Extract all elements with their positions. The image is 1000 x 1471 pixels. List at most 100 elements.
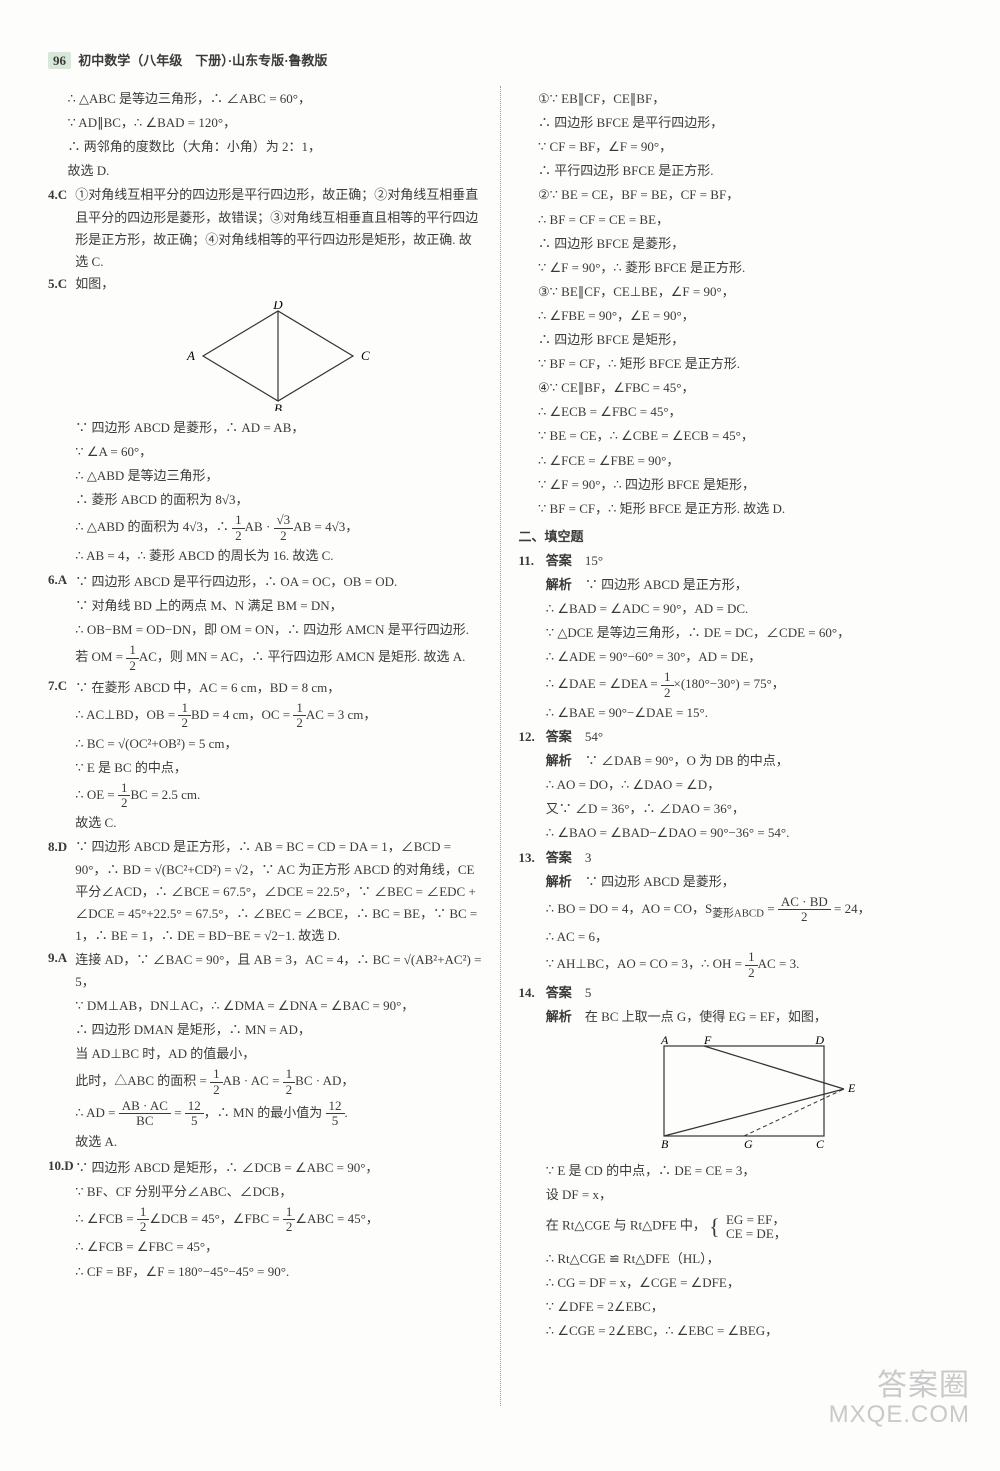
q-num: 12. [519, 726, 546, 846]
text: ∴ 四边形 BFCE 是矩形， [519, 329, 953, 351]
text: 设 DF = x， [546, 1184, 952, 1206]
svg-text:B: B [661, 1137, 669, 1151]
ans-label: 答案 [546, 553, 572, 568]
q13: 13. 答案 3 解析 ∵ 四边形 ABCD 是菱形， ∴ BO = DO = … [519, 847, 953, 982]
q8: 8.D ∵ 四边形 ABCD 是正方形，∴ AB = BC = CD = DA … [48, 836, 482, 946]
text: ∵ △DCE 是等边三角形，∴ DE = DC，∠CDE = 60°， [546, 622, 952, 644]
svg-text:C: C [816, 1137, 825, 1151]
text: ④∵ CE∥BF，∠FBC = 45°， [519, 377, 953, 399]
text: ∴ ∠ADE = 90°−60° = 30°，AD = DE， [546, 646, 952, 668]
exp-label: 解析 [546, 577, 572, 592]
q-body: 连接 AD，∵ ∠BAC = 90°，且 AB = 3，AC = 4，∴ BC … [75, 947, 481, 1155]
text: ∵ BF = CF，∴ 矩形 BFCE 是正方形. 故选 D. [519, 498, 953, 520]
text: ∵ ∠F = 90°，∴ 菱形 BFCE 是正方形. [519, 257, 953, 279]
text: ∴ 四边形 DMAN 是矩形，∴ MN = AD， [75, 1019, 481, 1041]
q11: 11. 答案 15° 解析 ∵ 四边形 ABCD 是正方形， ∴ ∠BAD = … [519, 550, 953, 726]
text: ∴ 平行四边形 BFCE 是正方形. [519, 160, 953, 182]
text: ∵ ∠F = 90°，∴ 四边形 BFCE 是矩形， [519, 474, 953, 496]
text: ∵ E 是 CD 的中点，∴ DE = CE = 3， [546, 1160, 952, 1182]
svg-text:D: D [814, 1034, 824, 1047]
text: ∵ 四边形 ABCD 是平行四边形，∴ OA = OC，OB = OD. [75, 571, 481, 593]
q-body: ∵ 四边形 ABCD 是平行四边形，∴ OA = OC，OB = OD. ∵ 对… [75, 569, 481, 675]
text: ∴ AC = 6， [546, 926, 952, 948]
text: 在 Rt△CGE 与 Rt△DFE 中， { EG = EF，CE = DE， [546, 1208, 952, 1245]
q-num: 9.A [48, 947, 75, 1155]
q-body: ∵ 四边形 ABCD 是矩形，∴ ∠DCB = ∠ABC = 90°， ∵ BF… [75, 1155, 481, 1285]
text: ∴ AC⊥BD，OB = 12BD = 4 cm，OC = 12AC = 3 c… [75, 701, 481, 731]
ans-label: 答案 [546, 729, 572, 744]
ans: 15° [585, 553, 603, 568]
text: ∴ BF = CF = CE = BE， [519, 209, 953, 231]
svg-text:A: A [186, 348, 195, 363]
text: 故选 A. [75, 1131, 481, 1153]
q-body: 答案 54° 解析 ∵ ∠DAB = 90°，O 为 DB 的中点， ∴ AO … [546, 726, 952, 846]
text: ①∵ EB∥CF，CE∥BF， [519, 88, 953, 110]
exp-label: 解析 [546, 874, 572, 889]
page-header: 96 初中数学（八年级 下册）·山东专版·鲁教版 [48, 50, 952, 72]
q-body: 答案 5 解析 在 BC 上取一点 G，使得 EG = EF，如图， A F D… [546, 982, 952, 1344]
text: ∴ BO = DO = 4，AO = CO，S菱形ABCD = AC · BD2… [546, 895, 952, 925]
text: 故选 D. [48, 160, 482, 182]
text: ∵ DM⊥AB，DN⊥AC，∴ ∠DMA = ∠DNA = ∠BAC = 90°… [75, 995, 481, 1017]
page-number: 96 [48, 52, 71, 69]
text: ∵ CF = BF，∠F = 90°， [519, 136, 953, 158]
svg-text:C: C [361, 348, 370, 363]
q-num: 14. [519, 982, 546, 1344]
q-num: 10.D [48, 1155, 75, 1285]
text: ∴ ∠FBE = 90°，∠E = 90°， [519, 305, 953, 327]
text: ∵ AH⊥BC，AO = CO = 3，∴ OH = 12AC = 3. [546, 950, 952, 980]
q-body: ∵ 四边形 ABCD 是正方形，∴ AB = BC = CD = DA = 1，… [75, 836, 481, 946]
text: ∴ ∠BAD = ∠ADC = 90°，AD = DC. [546, 598, 952, 620]
text: ②∵ BE = CE，BF = BE，CF = BF， [519, 184, 953, 206]
text: ∴ AD = AB · ACBC = 125，∴ MN 的最小值为 125. [75, 1099, 481, 1129]
text: ∴ ∠CGE = 2∠EBC，∴ ∠EBC = ∠BEG， [546, 1320, 952, 1342]
q-num: 6.A [48, 569, 75, 675]
columns: ∴ △ABC 是等边三角形，∴ ∠ABC = 60°， ∵ AD∥BC，∴ ∠B… [48, 86, 952, 1406]
text: 当 AD⊥BC 时，AD 的值最小， [75, 1043, 481, 1065]
text: ∴ 两邻角的度数比（大角：小角）为 2：1， [48, 136, 482, 158]
text: ∵ 四边形 ABCD 是矩形，∴ ∠DCB = ∠ABC = 90°， [75, 1157, 481, 1179]
text: ∴ 四边形 BFCE 是菱形， [519, 233, 953, 255]
text: ∵ E 是 BC 的中点， [75, 757, 481, 779]
q-body: ∵ 在菱形 ABCD 中，AC = 6 cm，BD = 8 cm， ∴ AC⊥B… [75, 675, 481, 837]
text: ∴ OB−BM = OD−DN，即 OM = ON，∴ 四边形 AMCN 是平行… [75, 619, 481, 641]
text: ∵ ∠DFE = 2∠EBC， [546, 1296, 952, 1318]
exp-label: 解析 [546, 753, 572, 768]
text: ∴ △ABD 的面积为 4√3，∴ 12AB · √32AB = 4√3， [75, 513, 481, 543]
text: ∵ AD∥BC，∴ ∠BAD = 120°， [48, 112, 482, 134]
text: ∴ △ABD 是等边三角形， [75, 465, 481, 487]
ans-label: 答案 [546, 985, 572, 1000]
text: 如图， [75, 276, 114, 291]
q-num: 13. [519, 847, 546, 982]
text: ∴ ∠ECB = ∠FBC = 45°， [519, 401, 953, 423]
q10: 10.D ∵ 四边形 ABCD 是矩形，∴ ∠DCB = ∠ABC = 90°，… [48, 1155, 482, 1285]
text: ∴ CF = BF，∠F = 180°−45°−45° = 90°. [75, 1261, 481, 1283]
rhombus-diagram: D A C B [183, 301, 373, 411]
q-num: 11. [519, 550, 546, 726]
svg-text:G: G [744, 1137, 753, 1151]
q-body: 答案 3 解析 ∵ 四边形 ABCD 是菱形， ∴ BO = DO = 4，AO… [546, 847, 952, 982]
ans-label: 答案 [546, 850, 572, 865]
q5: 5.C 如图， D A C B ∵ 四边形 ABCD 是菱形，∴ AD = AB… [48, 273, 482, 569]
svg-text:A: A [660, 1034, 669, 1047]
svg-text:B: B [274, 401, 282, 411]
left-column: ∴ △ABC 是等边三角形，∴ ∠ABC = 60°， ∵ AD∥BC，∴ ∠B… [48, 86, 482, 1406]
q-num: 7.C [48, 675, 75, 837]
q12: 12. 答案 54° 解析 ∵ ∠DAB = 90°，O 为 DB 的中点， ∴… [519, 726, 953, 846]
text: ∵ BF、CF 分别平分∠ABC、∠DCB， [75, 1181, 481, 1203]
text: 连接 AD，∵ ∠BAC = 90°，且 AB = 3，AC = 4，∴ BC … [75, 949, 481, 993]
rectangle-diagram: A F D E B G C [634, 1034, 864, 1154]
q14: 14. 答案 5 解析 在 BC 上取一点 G，使得 EG = EF，如图， A… [519, 982, 953, 1344]
text: ∴ ∠BAE = 90°−∠DAE = 15°. [546, 702, 952, 724]
section-title: 二、填空题 [519, 526, 953, 548]
header-title: 初中数学（八年级 下册）·山东专版·鲁教版 [78, 53, 327, 68]
svg-text:E: E [847, 1081, 856, 1095]
text: ∴ ∠FCE = ∠FBE = 90°， [519, 450, 953, 472]
text: ∵ BF = CF，∴ 矩形 BFCE 是正方形. [519, 353, 953, 375]
text: ∵ 对角线 BD 上的两点 M、N 满足 BM = DN， [75, 595, 481, 617]
ans: 5 [585, 985, 592, 1000]
text: ∵ BE = CE，∴ ∠CBE = ∠ECB = 45°， [519, 425, 953, 447]
text: 若 OM = 12AC，则 MN = AC，∴ 平行四边形 AMCN 是矩形. … [75, 643, 481, 673]
q-num: 5.C [48, 273, 75, 569]
q-num: 4.C [48, 184, 75, 272]
